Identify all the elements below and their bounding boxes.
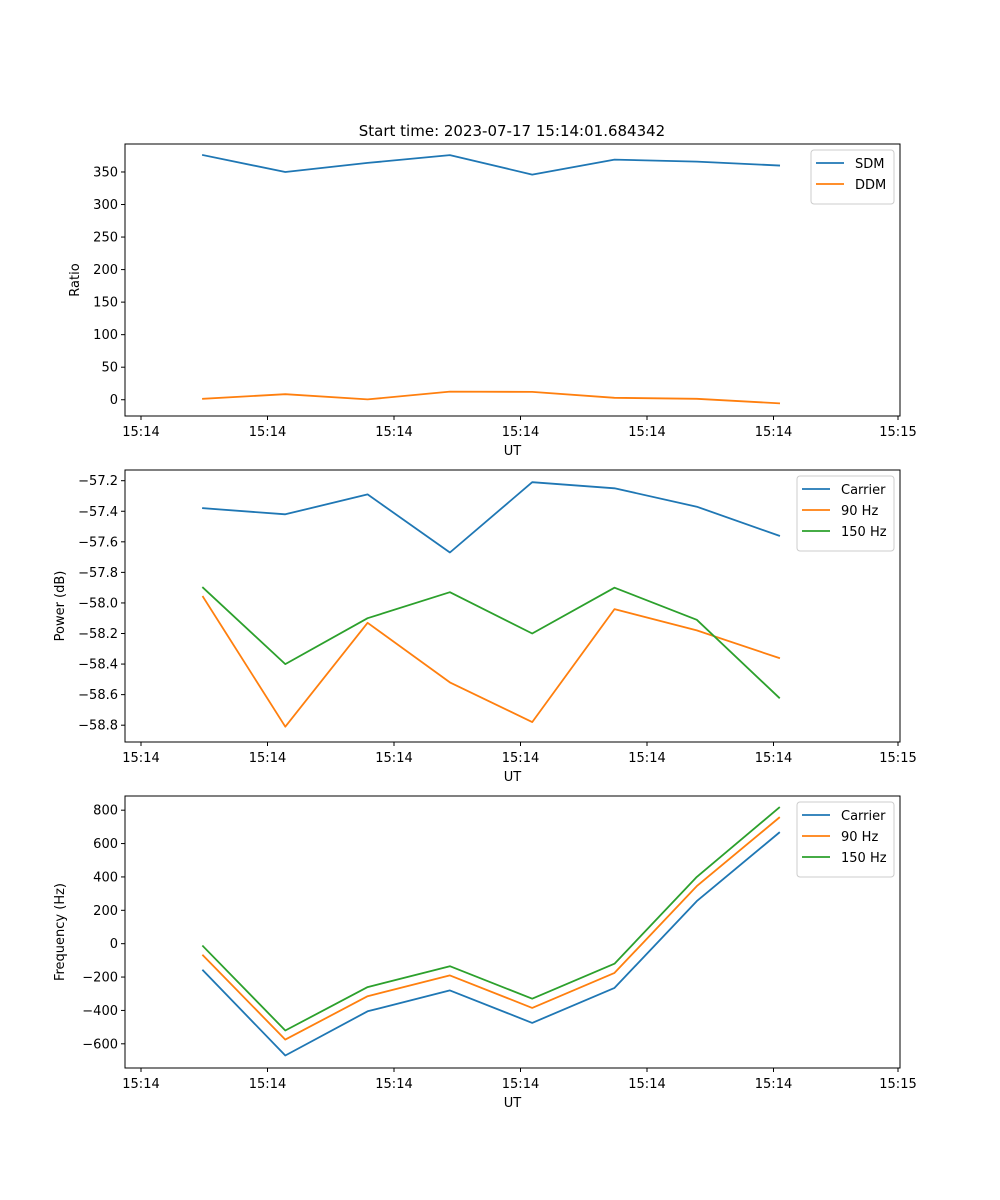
power-y-axis-label: Power (dB) [53,571,68,642]
frequency-y-tick-label: −600 [82,1037,118,1052]
frequency-x-axis-label: UT [504,1096,522,1111]
frequency-series-line-90-hz [201,816,781,1041]
ratio-panel: 15:14 15:14 15:14 15:14 15:14 15:14 15:15 0 50 10… [68,143,917,459]
frequency-x-tick-label: 15:14 [502,1077,539,1092]
ratio-x-tick-label: 15:14 [502,425,539,440]
ratio-y-tick-label: 50 [101,361,118,376]
frequency-axes-frame [124,795,901,1069]
power-x-tick-label: 15:15 [879,751,916,766]
power-x-tick-label: 15:14 [755,751,792,766]
power-legend-label: Carrier [841,483,886,498]
ratio-x-tick-label: 15:14 [249,425,286,440]
ratio-x-tick-label: 15:15 [879,425,916,440]
ratio-y-tick-label: 100 [93,328,118,343]
frequency-legend [796,801,895,878]
ratio-x-tick-label: 15:14 [628,425,665,440]
power-y-tick-label: −57.4 [78,505,118,520]
frequency-y-tick-label: 200 [93,904,118,919]
power-x-tick-label: 15:14 [122,751,159,766]
ratio-x-tick-label: 15:14 [122,425,159,440]
power-y-tick-label: −58.6 [78,688,118,703]
ratio-y-tick-label: 0 [110,393,118,408]
power-series-line-carrier [202,481,781,554]
power-x-tick-label: 15:14 [502,751,539,766]
frequency-x-tick-label: 15:14 [122,1077,159,1092]
frequency-x-tick-label: 15:14 [755,1077,792,1092]
power-legend [796,475,895,552]
power-panel: 15:14 15:14 15:14 15:14 15:14 15:14 15:15 −58.8… [53,469,917,785]
ratio-y-tick-label: 250 [93,231,118,246]
power-y-tick-label: −58.2 [78,627,118,642]
frequency-y-tick-label: −400 [82,1004,118,1019]
frequency-legend-label: 150 Hz [841,851,887,866]
power-y-tick-label: −57.2 [78,474,118,489]
frequency-legend-label: 90 Hz [841,830,878,845]
power-series-line-90-hz [201,595,781,728]
power-series-line-150-hz [201,586,781,699]
frequency-y-tick-label: −200 [82,971,118,986]
frequency-panel: 15:14 15:14 15:14 15:14 15:14 15:14 15:15 −600 −… [53,795,917,1111]
ratio-x-tick-label: 15:14 [755,425,792,440]
frequency-y-tick-label: 0 [110,937,118,952]
frequency-x-tick-label: 15:15 [879,1077,916,1092]
ratio-axes-frame [124,143,901,417]
frequency-y-tick-label: 400 [93,870,118,885]
ratio-y-tick-label: 350 [93,165,118,180]
frequency-legend-label: Carrier [841,809,886,824]
frequency-y-axis-label: Frequency (Hz) [53,883,68,981]
figure-title: Start time: 2023-07-17 15:14:01.684342 [359,122,665,140]
power-x-tick-label: 15:14 [249,751,286,766]
frequency-series-line-150-hz [201,806,781,1032]
power-legend-label: 150 Hz [841,525,887,540]
power-x-tick-label: 15:14 [628,751,665,766]
frequency-x-tick-label: 15:14 [249,1077,286,1092]
ratio-x-axis-label: UT [504,444,522,459]
ratio-x-tick-label: 15:14 [375,425,412,440]
power-x-tick-label: 15:14 [375,751,412,766]
power-y-tick-label: −58.0 [78,596,118,611]
frequency-x-tick-label: 15:14 [628,1077,665,1092]
ratio-legend-label: SDM [855,157,884,172]
ratio-y-tick-label: 150 [93,296,118,311]
power-axes-frame [124,469,901,743]
frequency-x-tick-label: 15:14 [375,1077,412,1092]
ratio-y-tick-label: 300 [93,198,118,213]
power-y-tick-label: −57.6 [78,535,118,550]
ratio-y-tick-label: 200 [93,263,118,278]
power-x-axis-label: UT [504,770,522,785]
frequency-y-tick-label: 800 [93,804,118,819]
frequency-y-tick-label: 600 [93,837,118,852]
power-legend-label: 90 Hz [841,504,878,519]
power-y-tick-label: −58.8 [78,719,118,734]
power-y-tick-label: −58.4 [78,658,118,673]
ratio-series-line-ddm [202,390,781,405]
power-y-tick-label: −57.8 [78,566,118,581]
frequency-series-line-carrier [201,831,781,1057]
ratio-y-axis-label: Ratio [68,263,83,296]
ratio-legend-label: DDM [855,178,886,193]
ratio-series-line-sdm [201,154,781,176]
